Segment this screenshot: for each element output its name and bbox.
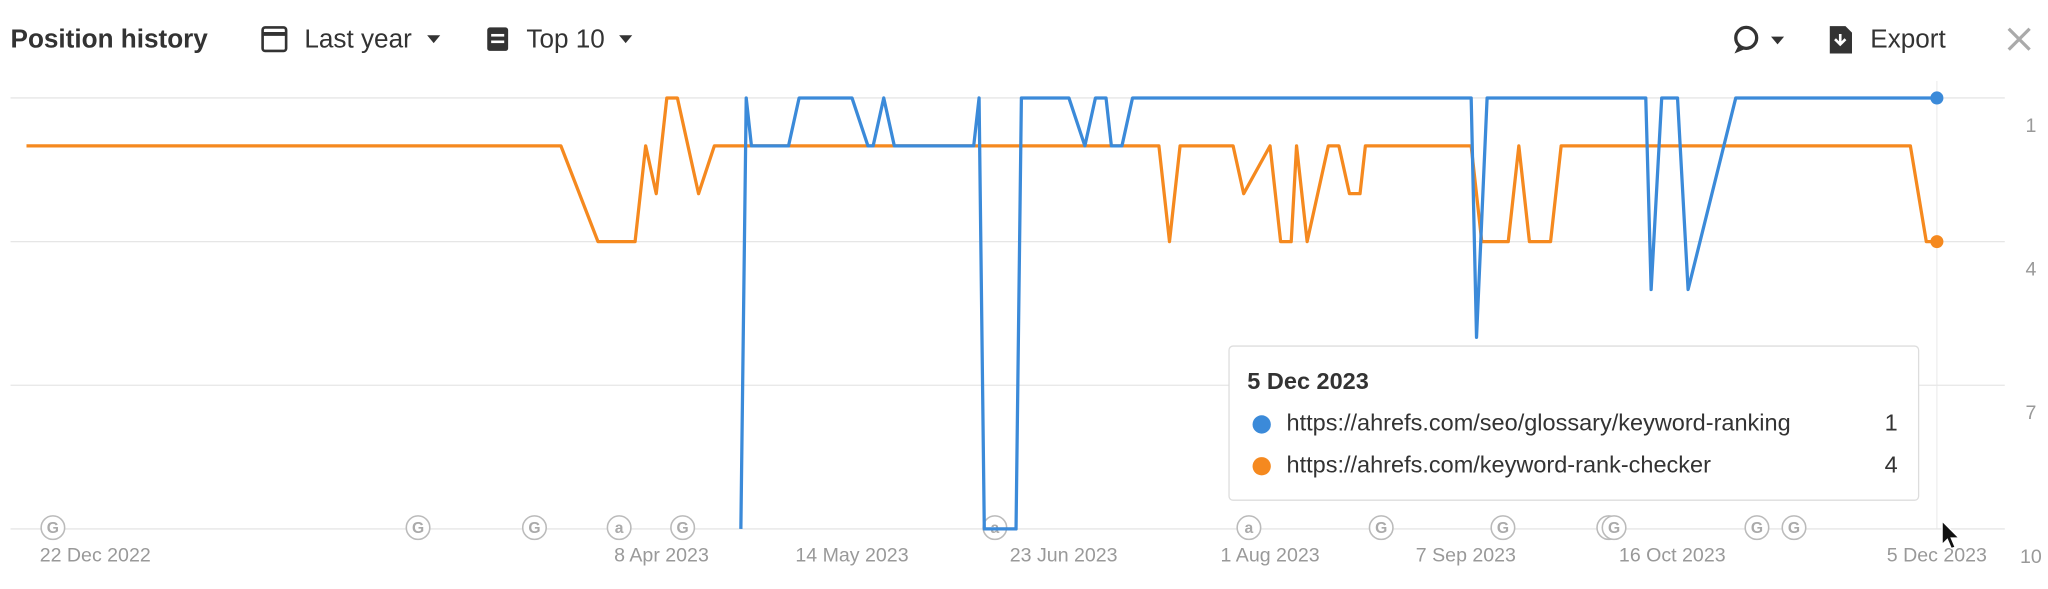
top-label: Top 10 [526,23,604,53]
annotation-marker [405,515,431,541]
x-tick-label: 22 Dec 2022 [40,545,151,567]
tooltip-swatch [1252,457,1271,476]
annotation-marker [670,515,696,541]
comment-icon-tail [1734,45,1744,54]
hover-point [1930,91,1944,105]
period-label: Last year [304,23,412,53]
close-button[interactable] [2007,27,2031,51]
annotation-marker [606,515,632,541]
panel-title: Position history [11,23,209,53]
annotation-marker [1236,515,1262,541]
tooltip-box [1228,345,1920,501]
tooltip-date: 5 Dec 2023 [1247,368,1369,394]
y-tick-label: 7 [2025,402,2036,424]
comment-icon [1734,25,1759,50]
x-tick-label: 23 Jun 2023 [1010,545,1118,567]
annotation-label: G [47,520,59,537]
caret [1771,36,1785,45]
list-icon [487,27,509,51]
hover-point [1930,235,1944,249]
tooltip-url: https://ahrefs.com/seo/glossary/keyword-… [1287,410,1791,436]
tooltip: 5 Dec 2023 https://ahrefs.com/seo/glossa… [1228,345,1920,501]
annotation-label: G [528,520,540,537]
caret [619,35,633,44]
export-label: Export [1870,23,1946,53]
annotation-label: G [1375,520,1387,537]
series-line [26,96,1937,244]
annotation-marker [1601,515,1627,541]
annotation-label: a [615,520,624,537]
annotation-marker [1490,515,1516,541]
x-tick-label: 1 Aug 2023 [1221,545,1320,567]
y-tick-label: 1 [2025,115,2036,137]
annotation-label: a [1245,520,1254,537]
x-tick-label: 8 Apr 2023 [614,545,709,567]
annotation-label: G [677,520,689,537]
annotation-label: G [412,520,424,537]
caret [427,35,441,44]
annotation-label: G [1608,520,1620,537]
tooltip-url: https://ahrefs.com/keyword-rank-checker [1287,451,1712,477]
annotation-label: G [1751,520,1763,537]
x-tick-label: 16 Oct 2023 [1619,545,1726,567]
annotation-label: G [1788,520,1800,537]
y-tick-label: 4 [2025,259,2036,281]
x-tick-label: 5 Dec 2023 [1887,545,1987,567]
annotation-label: G [1497,520,1509,537]
calendar-icon [261,26,288,53]
annotation-marker [1781,515,1807,541]
annotation-marker [1368,515,1394,541]
tooltip-swatch [1252,415,1271,434]
annotation-marker [1744,515,1770,541]
x-tick-label: 14 May 2023 [795,545,908,567]
tooltip-value: 1 [1885,410,1898,436]
tooltip-value: 4 [1885,451,1898,477]
y-tick-label: 10 [2020,546,2042,568]
x-tick-label: 7 Sep 2023 [1416,545,1516,567]
annotation-marker [521,515,548,541]
annotation-marker [40,515,66,541]
export-button[interactable]: Export [1829,23,1947,54]
series-line [739,96,1937,531]
top-dropdown[interactable]: Top 10 [487,23,633,53]
export-icon-arrow [1834,33,1847,47]
mouse-cursor [1941,519,1961,550]
plot: 1 4 7 10 22 Dec 2022 8 Apr 2023 14 May 2023 23 … [10,91,2042,568]
comments-dropdown[interactable] [1734,25,1785,54]
period-dropdown[interactable]: Last year [261,23,441,53]
